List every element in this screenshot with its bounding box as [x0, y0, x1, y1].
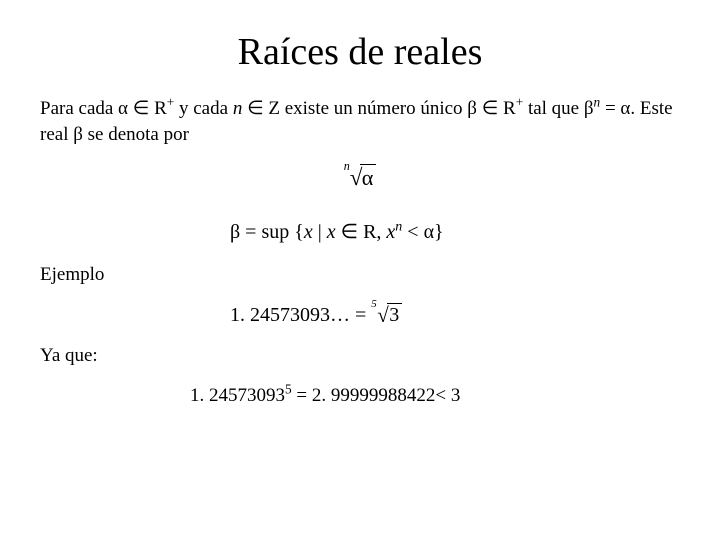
- nth-root-icon: 5 √ 3: [371, 304, 402, 327]
- final-base: 1. 24573093: [190, 385, 285, 406]
- para-text: tal que β: [523, 98, 593, 119]
- beta-end: < α}: [402, 221, 443, 243]
- var-x: x: [327, 221, 336, 243]
- var-x: x: [386, 221, 395, 243]
- para-text: y cada: [174, 98, 233, 119]
- slide-title: Raíces de reales: [40, 30, 680, 74]
- beta-in: ∈ R,: [336, 221, 387, 243]
- radicand: 3: [387, 303, 402, 326]
- para-text: ∈ Z existe un número único β ∈ R: [242, 98, 515, 119]
- sup-definition: β = sup {x | x ∈ R, xn < α}: [230, 219, 680, 244]
- root-index: 5: [371, 298, 377, 310]
- final-result: = 2. 99999988422< 3: [292, 385, 461, 406]
- radical-icon: √: [350, 164, 363, 191]
- radical-icon: √: [377, 303, 389, 328]
- beta-eq: β = sup {: [230, 221, 304, 243]
- nth-root-formula: n √ α: [40, 165, 680, 191]
- beta-bar: |: [313, 221, 327, 243]
- example-number: 1. 24573093… =: [230, 304, 371, 326]
- verification-line: 1. 245730935 = 2. 99999988422< 3: [190, 385, 680, 407]
- example-label: Ejemplo: [40, 264, 680, 286]
- var-n: n: [233, 98, 243, 119]
- var-x: x: [304, 221, 313, 243]
- since-label: Ya que:: [40, 345, 680, 367]
- theorem-paragraph: Para cada α ∈ R+ y cada n ∈ Z existe un …: [40, 96, 680, 147]
- final-exponent: 5: [285, 382, 292, 397]
- nth-root-icon: n √ α: [344, 165, 377, 191]
- example-equation: 1. 24573093… = 5 √ 3: [230, 304, 680, 327]
- para-text: Para cada α ∈ R: [40, 98, 167, 119]
